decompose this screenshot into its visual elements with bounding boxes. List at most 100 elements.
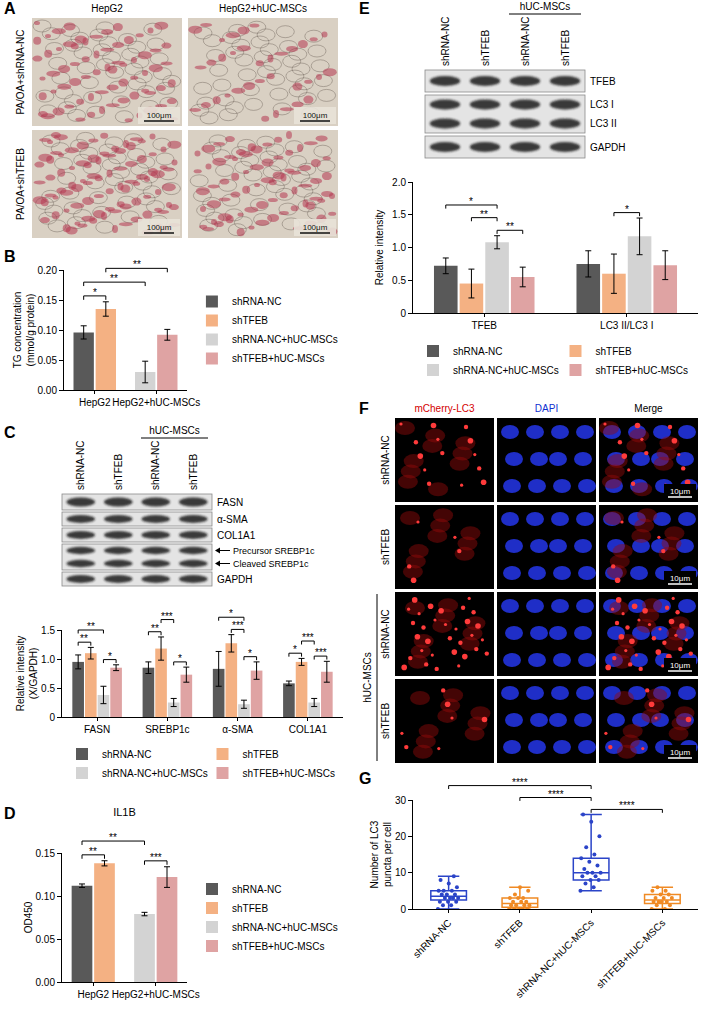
svg-text:COL1A1: COL1A1 (217, 530, 256, 541)
svg-text:0.20: 0.20 (38, 265, 58, 276)
svg-text:HepG2+hUC-MSCs: HepG2+hUC-MSCs (112, 397, 200, 408)
svg-text:shRNA-NC: shRNA-NC (453, 346, 502, 357)
svg-text:0.00: 0.00 (38, 385, 58, 396)
svg-text:0.5: 0.5 (392, 275, 406, 286)
svg-text:20: 20 (395, 831, 407, 842)
svg-text:1.0: 1.0 (41, 654, 55, 665)
svg-text:*: * (469, 196, 473, 207)
svg-text:Number of LC3puncta per cell: Number of LC3puncta per cell (369, 820, 393, 888)
svg-text:*: * (625, 204, 629, 215)
svg-text:shTFEB: shTFEB (480, 30, 491, 66)
svg-text:1.0: 1.0 (392, 242, 406, 253)
svg-text:***: *** (302, 632, 314, 643)
svg-text:α-SMA: α-SMA (222, 724, 253, 735)
svg-text:shRNA-NC+hUC-MSCs: shRNA-NC+hUC-MSCs (453, 365, 559, 376)
svg-text:*: * (293, 644, 297, 655)
svg-text:0.15: 0.15 (38, 295, 58, 306)
svg-text:PA/OA+shRNA-NC: PA/OA+shRNA-NC (15, 29, 26, 114)
svg-text:shTFEB: shTFEB (380, 529, 391, 565)
svg-text:F: F (359, 400, 369, 417)
svg-text:100μm: 100μm (303, 223, 328, 232)
svg-text:100μm: 100μm (147, 111, 172, 120)
svg-text:shTFEB: shTFEB (380, 703, 391, 739)
svg-text:TFEB: TFEB (471, 320, 497, 331)
svg-text:shTFEB: shTFEB (232, 903, 268, 914)
svg-text:***: *** (232, 620, 244, 631)
svg-text:0.5: 0.5 (41, 683, 55, 694)
svg-text:shRNA-NC: shRNA-NC (380, 435, 391, 484)
svg-text:PA/OA+shTFEB: PA/OA+shTFEB (15, 148, 26, 220)
svg-text:10μm: 10μm (670, 748, 691, 757)
svg-text:shRNA-NC: shRNA-NC (440, 17, 451, 66)
svg-text:30: 30 (395, 795, 407, 806)
svg-text:HepG2+hUC-MSCs: HepG2+hUC-MSCs (219, 3, 307, 14)
svg-text:HepG2: HepG2 (91, 3, 123, 14)
svg-text:shRNA-NC+hUC-MSCs: shRNA-NC+hUC-MSCs (232, 334, 338, 345)
svg-text:shTFEB: shTFEB (232, 315, 268, 326)
svg-text:LC3 II: LC3 II (590, 118, 617, 129)
svg-text:shRNA-NC+hUC-MSCs: shRNA-NC+hUC-MSCs (513, 917, 596, 1000)
svg-text:DAPI: DAPI (535, 403, 558, 414)
svg-text:hUC-MSCs: hUC-MSCs (520, 1, 571, 12)
svg-text:shRNA-NC: shRNA-NC (520, 17, 531, 66)
svg-text:shTFEB+hUC-MSCs: shTFEB+hUC-MSCs (243, 768, 336, 779)
svg-text:shTFEB: shTFEB (188, 454, 199, 490)
svg-text:C: C (4, 424, 16, 441)
svg-text:0.00: 0.00 (36, 977, 56, 988)
svg-text:shRNA-NC: shRNA-NC (411, 917, 454, 960)
svg-text:G: G (359, 770, 371, 787)
svg-text:**: ** (89, 846, 97, 857)
svg-text:shTFEB+hUC-MSCs: shTFEB+hUC-MSCs (594, 917, 667, 990)
svg-text:**: ** (87, 621, 95, 632)
svg-text:D: D (4, 805, 16, 822)
svg-text:HepG2: HepG2 (79, 397, 111, 408)
svg-text:shRNA-NC: shRNA-NC (380, 609, 391, 658)
svg-text:shTFEB+hUC-MSCs: shTFEB+hUC-MSCs (596, 365, 689, 376)
svg-text:**: ** (109, 832, 117, 843)
svg-text:***: *** (161, 611, 173, 622)
svg-text:10μm: 10μm (670, 661, 691, 670)
svg-text:*: * (108, 651, 112, 662)
svg-text:mCherry-LC3: mCherry-LC3 (414, 403, 474, 414)
svg-text:***: *** (315, 647, 327, 658)
svg-text:Precursor SREBP1c: Precursor SREBP1c (233, 546, 315, 556)
svg-text:OD450: OD450 (23, 901, 34, 933)
svg-text:shRNA-NC: shRNA-NC (75, 441, 86, 490)
svg-text:**: ** (110, 273, 118, 284)
svg-text:shTFEB: shTFEB (560, 30, 571, 66)
svg-text:1.5: 1.5 (392, 209, 406, 220)
svg-text:shTFEB: shTFEB (492, 917, 526, 951)
svg-text:****: **** (512, 777, 528, 788)
svg-text:shTFEB+hUC-MSCs: shTFEB+hUC-MSCs (232, 353, 325, 364)
svg-text:COL1A1: COL1A1 (289, 724, 328, 735)
svg-text:100μm: 100μm (303, 111, 328, 120)
svg-text:shRNA-NC: shRNA-NC (232, 296, 281, 307)
svg-text:GAPDH: GAPDH (217, 574, 253, 585)
svg-text:SREBP1c: SREBP1c (145, 724, 189, 735)
svg-text:LC3 I: LC3 I (590, 99, 614, 110)
svg-text:shRNA-NC+hUC-MSCs: shRNA-NC+hUC-MSCs (232, 922, 338, 933)
svg-text:*: * (229, 608, 233, 619)
svg-text:HepG2: HepG2 (77, 989, 109, 1000)
svg-text:shRNA-NC: shRNA-NC (150, 441, 161, 490)
svg-text:0.05: 0.05 (38, 355, 58, 366)
svg-text:hUC-MSCs: hUC-MSCs (362, 652, 373, 703)
svg-text:shTFEB: shTFEB (596, 346, 632, 357)
svg-text:0.05: 0.05 (36, 934, 56, 945)
svg-text:**: ** (506, 221, 514, 232)
svg-text:shTFEB: shTFEB (243, 749, 279, 760)
svg-text:0.15: 0.15 (36, 848, 56, 859)
svg-text:1.5: 1.5 (41, 625, 55, 636)
svg-text:*: * (178, 653, 182, 664)
svg-text:10μm: 10μm (670, 487, 691, 496)
svg-text:100μm: 100μm (147, 223, 172, 232)
svg-text:10: 10 (395, 867, 407, 878)
svg-text:GAPDH: GAPDH (590, 142, 626, 153)
svg-text:A: A (4, 0, 16, 17)
svg-text:B: B (4, 248, 16, 265)
svg-text:Relative intensity: Relative intensity (374, 210, 385, 286)
svg-text:shTFEB: shTFEB (113, 454, 124, 490)
svg-text:IL1B: IL1B (113, 806, 136, 818)
svg-text:*: * (93, 287, 97, 298)
svg-text:Cleaved SREBP1c: Cleaved SREBP1c (233, 559, 309, 569)
